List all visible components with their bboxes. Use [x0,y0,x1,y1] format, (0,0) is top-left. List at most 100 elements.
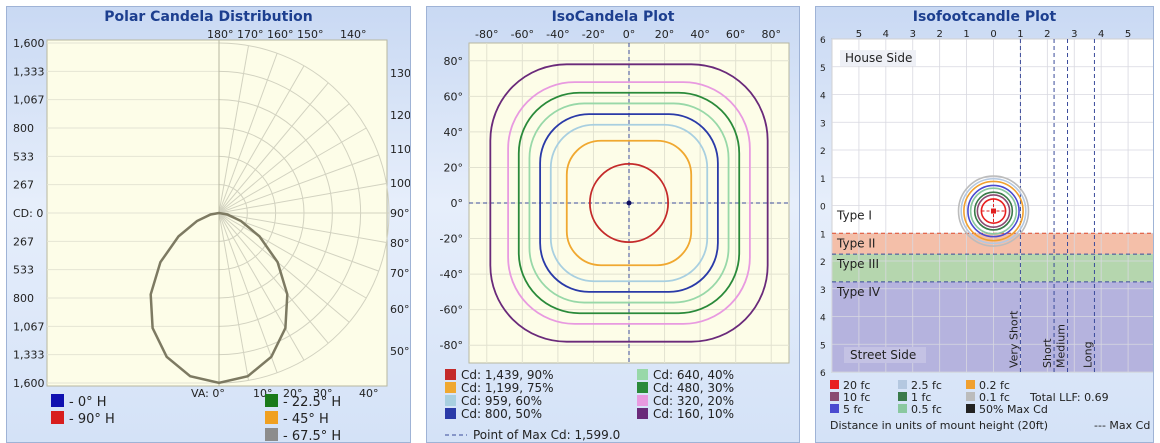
iso-max-point [626,200,632,206]
iso-contour [489,63,769,343]
iso-x-tick: 0° [623,28,636,41]
fc-range-label: Long [1081,341,1094,368]
fc-legend-label: 10 fc [843,391,870,404]
iso-legend-label: Cd: 1,439, 90% [461,368,554,382]
iso-legend-swatch [445,395,456,406]
isofootcandle-chart: Type I Type II Type III Type IV 5 4 3 2 1 0 1 2 3 4 5 6… [820,29,1153,432]
iso-y-tick: -40° [440,268,463,281]
iso-y-tick: 60° [444,90,464,103]
fc-range-label: Very Short [1007,310,1020,368]
iso-x-tick: -60° [511,28,534,41]
fc-x-tick: 1 [963,29,969,40]
polar-angle-tick-bottom: 20° [283,387,303,400]
fc-x-tick: 0 [990,29,996,40]
iso-contour [528,102,730,304]
polar-legend-label: - 22.5° H [283,395,341,410]
polar-legend-label: - 0° H [69,395,107,410]
polar-angle-tick-top: 170° [237,28,264,41]
iso-contour [549,123,709,283]
fc-x-tick: 4 [883,29,889,40]
iso-legend-swatch [637,408,648,419]
iso-x-tick: 60° [726,28,746,41]
isocandela-chart: -80° -60° -40° -20° 0° 20° 40° 60° 80° 80° 60° 40° 2… [440,28,790,442]
polar-angle-tick-top: 160° [267,28,294,41]
polar-angle-tick-bottom: 30° [313,387,333,400]
polar-radial-tick: 1,333 [13,349,45,362]
iso-x-tick: -80° [475,28,498,41]
polar-radial-tick: 267 [13,179,34,192]
fc-maxcd-point [991,208,996,214]
polar-spoke [218,127,367,214]
isofootcandle-title: Isofootcandle Plot [912,9,1057,25]
iso-y-tick: -80° [440,339,463,352]
polar-spoke [218,53,278,214]
polar-angle-tick-right: 110° [390,143,411,156]
polar-panel: Polar Candela Distribution 1,600 1,333 1,0… [6,6,411,443]
fc-x-tick: 2 [1044,29,1050,40]
polar-radial-tick: 1,333 [13,65,45,78]
polar-angle-tick-right: 120° [390,109,411,122]
fc-legend-swatch [830,404,839,413]
polar-angle-tick-right: 130° [390,67,411,80]
polar-legend-swatch [265,394,278,407]
fc-legend-label: 0.1 fc [979,391,1010,404]
polar-legend-swatch [51,394,64,407]
polar-candela-curve [149,211,289,385]
fc-legend-swatch [966,380,975,389]
fc-y-tick: 2 [820,147,826,157]
isocandela-title: IsoCandela Plot [551,9,675,25]
iso-y-tick: -20° [440,233,463,246]
polar-legend-swatch [265,411,278,424]
polar-radial-tick: 1,067 [13,94,45,107]
polar-radial-tick: 533 [13,264,34,277]
fc-legend-swatch-maxcd [966,404,975,413]
polar-radial-tick: CD: 0 [13,207,43,220]
iso-contour [565,139,693,267]
polar-angle-tick-bottom: 40° [359,387,379,400]
polar-angle-tick-right: 80° [390,237,410,250]
fc-legend-swatch [966,392,975,401]
polar-legend-label: - 45° H [283,412,329,427]
fc-y-tick: 6 [820,36,826,46]
iso-x-tick: 80° [761,28,781,41]
fc-zone-label: Type III [836,257,879,271]
polar-radial-tick: 1,600 [13,37,45,50]
polar-legend-label: - 90° H [69,412,115,427]
polar-angle-tick-top: 140° [340,28,367,41]
iso-legend-label: Cd: 320, 20% [653,394,734,408]
polar-angle-tick-right: 60° [390,303,410,316]
fc-total-llf: Total LLF: 0.69 [1029,391,1109,404]
iso-legend-label: Cd: 480, 30% [653,381,734,395]
fc-range-label: Short [1041,338,1054,368]
polar-angle-tick-top: 150° [297,28,324,41]
fc-y-tick: 4 [820,314,826,324]
polar-angle-tick-bottom: VA: 0° [191,387,225,400]
polar-spoke [218,65,305,214]
polar-spoke [218,103,350,214]
fc-house-bg [840,50,916,67]
fc-legend-label: 0.5 fc [911,403,942,416]
polar-angle-tick-right: 70° [390,267,410,280]
polar-angle-tick-top: 180° [207,28,234,41]
polar-spoke [218,212,379,272]
isofootcandle-panel: Isofootcandle Plot Type I Type II Type III… [815,6,1154,443]
fc-legend-swatch [898,380,907,389]
iso-legend-label: Cd: 160, 10% [653,407,734,421]
fc-x-tick: 3 [910,29,916,40]
polar-spoke [218,212,329,344]
iso-y-tick: 80° [444,55,464,68]
fc-contour [973,191,1014,231]
polar-spoke [218,212,278,373]
polar-spoke [218,182,387,214]
fc-x-tick: 2 [936,29,942,40]
iso-legend-swatch [445,408,456,419]
fc-street-bg [844,347,926,364]
fc-contour [963,180,1024,242]
iso-x-tick: -40° [546,28,569,41]
polar-radial-tick: 800 [13,292,34,305]
polar-spoke [218,45,250,214]
fc-x-tick: 1 [1017,29,1023,40]
iso-contour [517,91,741,315]
fc-maxcd-line-label: --- Max Cd [1094,419,1150,432]
iso-legend-label: Cd: 640, 40% [653,368,734,382]
